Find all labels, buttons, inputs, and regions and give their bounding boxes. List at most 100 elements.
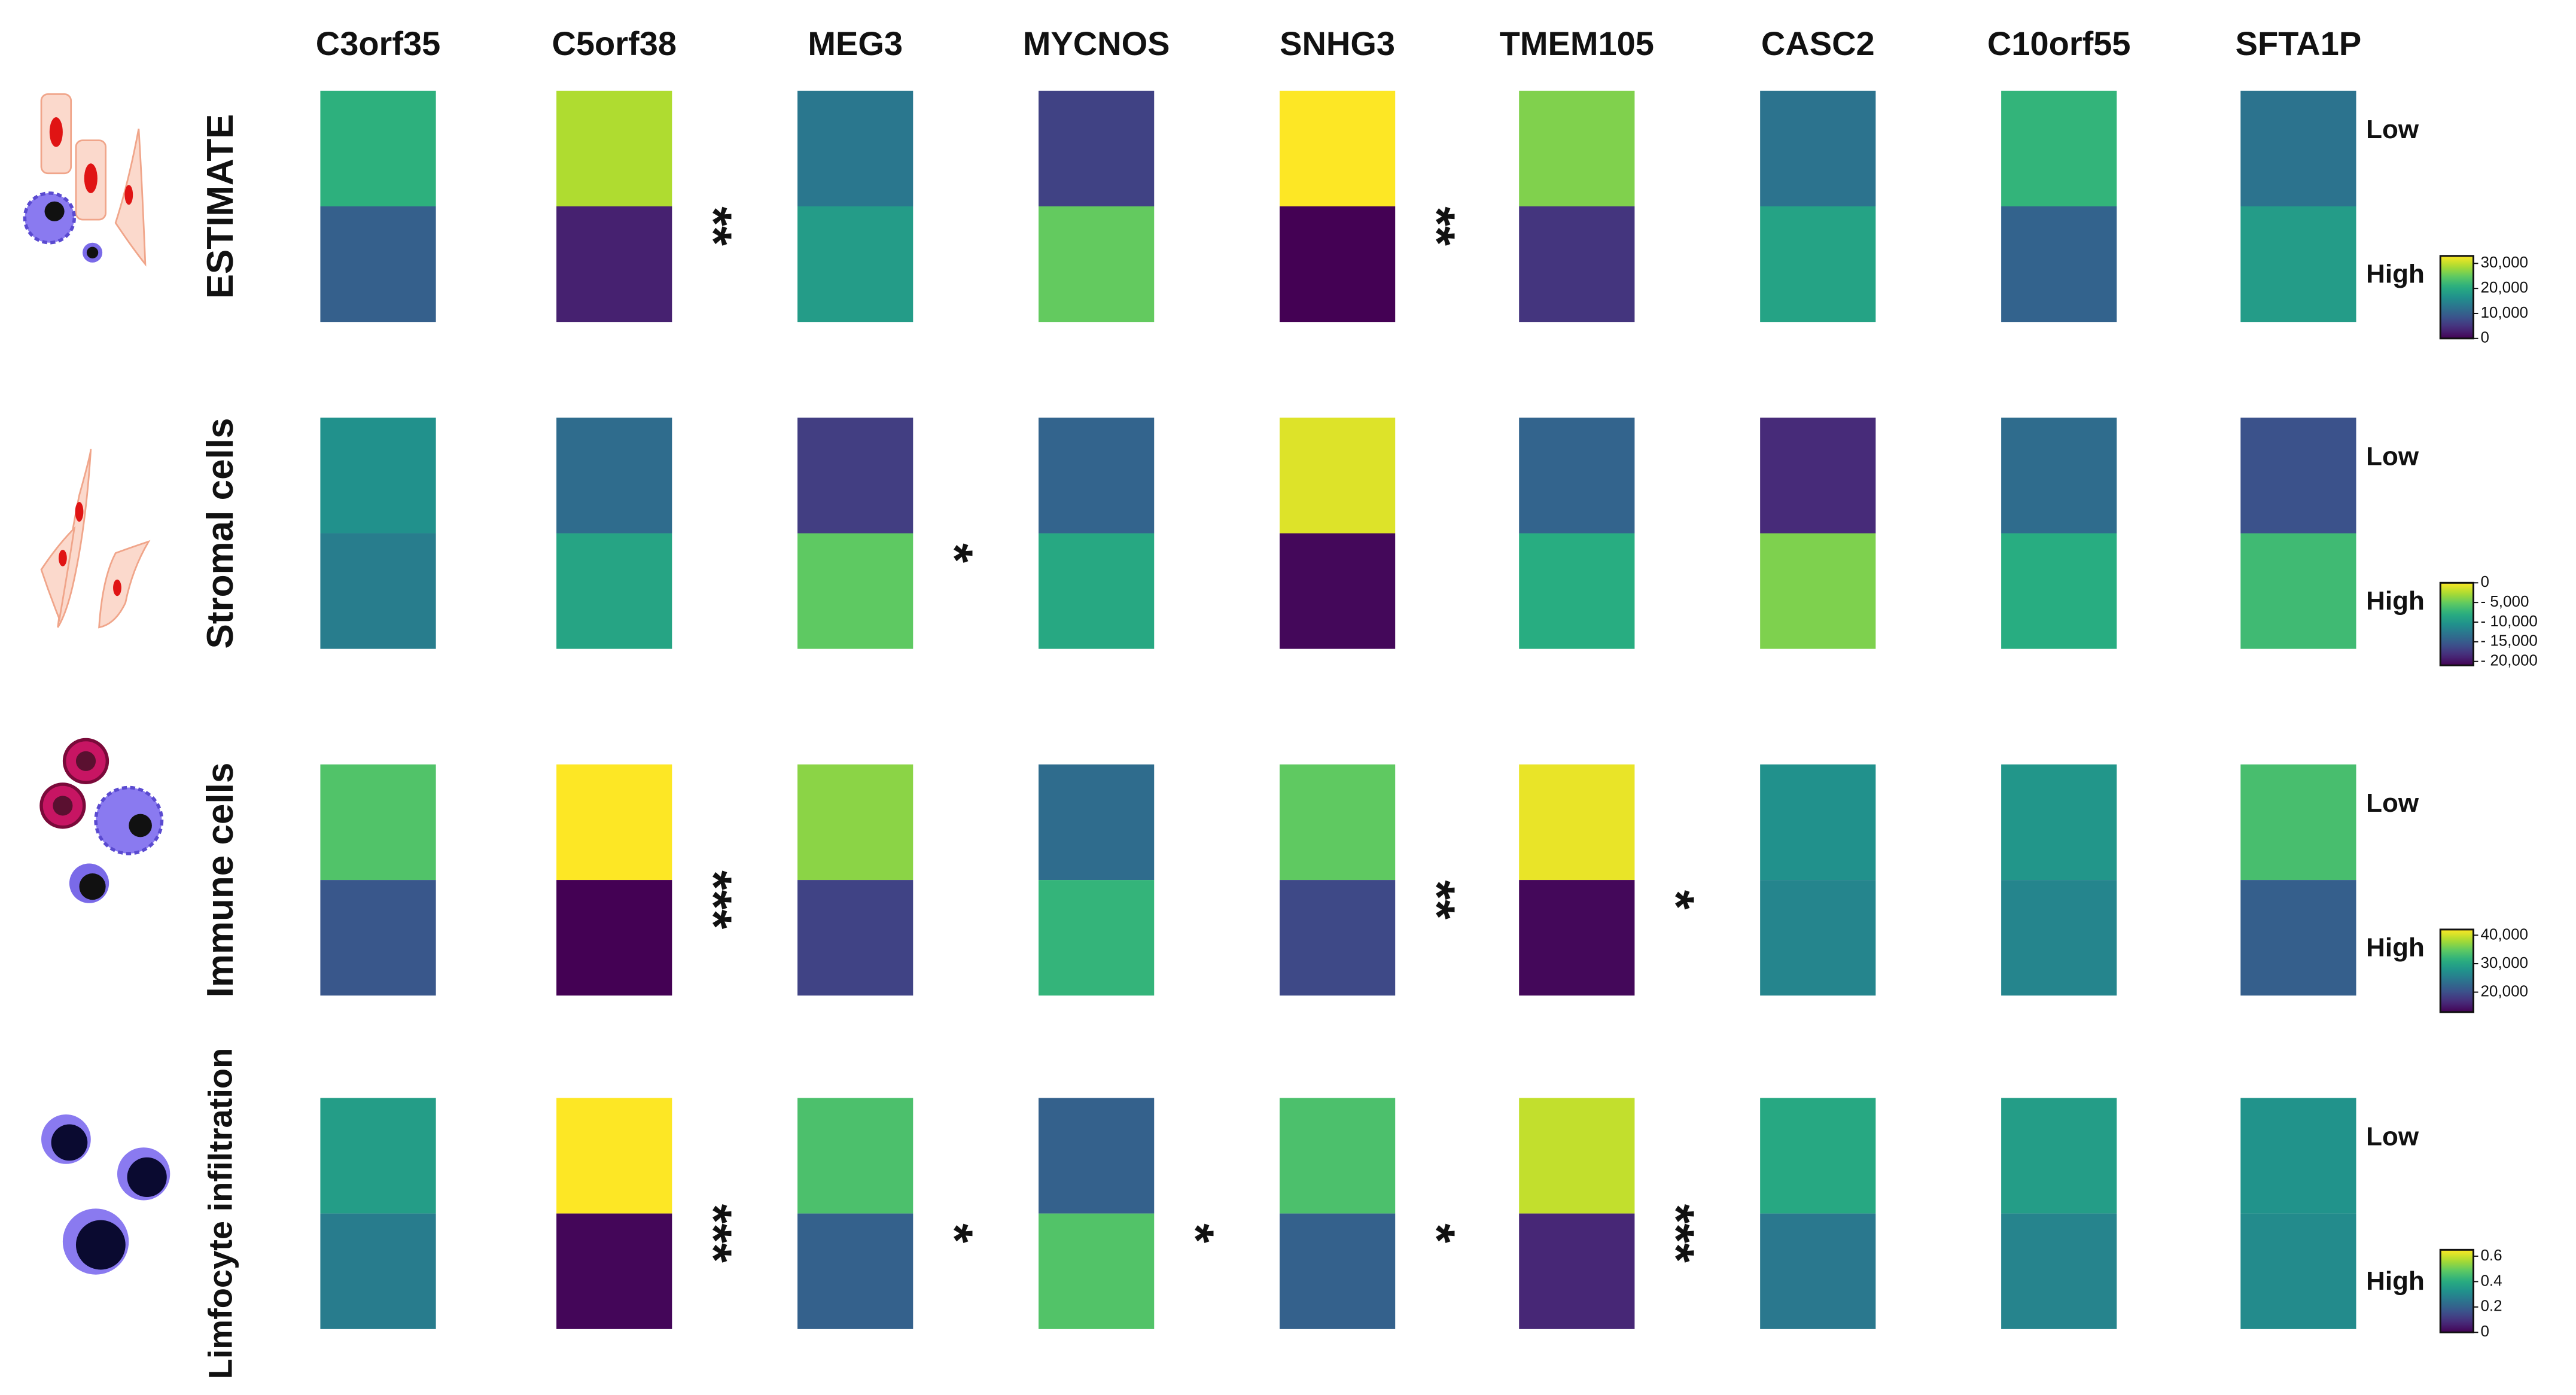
- colorbar-tick-label: 20,000: [2480, 982, 2528, 1000]
- colorbar-tick-label: 0: [2480, 328, 2489, 346]
- heatmap-cell: [2240, 90, 2356, 206]
- heatmap-cell: [2001, 880, 2117, 996]
- heatmap-cell: [1519, 880, 1635, 996]
- heatmap-cell: [797, 880, 914, 996]
- heatmap-cell: [1039, 418, 1155, 534]
- heatmap-cell: [1519, 90, 1635, 206]
- significance-stars: ***: [686, 1204, 742, 1263]
- heatmap-cell: [556, 1213, 672, 1329]
- heatmap-cell: [2001, 533, 2117, 649]
- heatmap-cell: [1519, 764, 1635, 881]
- heatmap-cell: [1280, 1213, 1396, 1329]
- heatmap-cell: [797, 418, 914, 534]
- heatmap-cell: [320, 533, 436, 649]
- significance-stars: *: [927, 543, 983, 563]
- colorbar: [2439, 928, 2474, 1013]
- heatmap-cell: [320, 90, 436, 206]
- heatmap-cell: [1519, 206, 1635, 322]
- heatmap-cell: [1039, 533, 1155, 649]
- heatmap-cell: [2001, 206, 2117, 322]
- row-label: Stromal cells: [200, 418, 241, 648]
- heatmap-cell: [1280, 533, 1396, 649]
- colorbar-tick-label: - 15,000: [2480, 632, 2537, 650]
- estimate-icon: [23, 93, 147, 267]
- lymphocyte-icon: [41, 1114, 170, 1275]
- gene-label: MYCNOS: [1023, 25, 1170, 62]
- gene-label: C3orf35: [316, 25, 441, 62]
- heatmap-cell: [2001, 418, 2117, 534]
- heatmap-cell: [320, 206, 436, 322]
- heatmap-cell: [1280, 764, 1396, 881]
- heatmap-cell: [1280, 90, 1396, 206]
- heatmap-cell: [1760, 1213, 1876, 1329]
- colorbar: [2439, 581, 2474, 666]
- heatmap-cell: [1519, 1098, 1635, 1214]
- heatmap-cell: [1760, 533, 1876, 649]
- heatmap-cell: [556, 764, 672, 881]
- heatmap-cell: [1519, 533, 1635, 649]
- heatmap-cell: [2240, 880, 2356, 996]
- heatmap-cell: [556, 418, 672, 534]
- colorbar-tick-label: - 5,000: [2480, 592, 2529, 610]
- gene-label: C10orf55: [1987, 25, 2131, 62]
- level-label: Low: [2366, 442, 2419, 471]
- colorbar: [2439, 1248, 2474, 1333]
- colorbar-tick-label: - 10,000: [2480, 612, 2537, 630]
- heatmap-cell: [797, 1098, 914, 1214]
- heatmap-cell: [1039, 1213, 1155, 1329]
- colorbar: [2439, 255, 2474, 340]
- heatmap-cell: [1760, 880, 1876, 996]
- significance-stars: ***: [1649, 1204, 1705, 1263]
- row-label: ESTIMATE: [200, 114, 241, 299]
- heatmap-cell: [2240, 418, 2356, 534]
- heatmap-cell: [320, 418, 436, 534]
- significance-stars: *: [1409, 1223, 1465, 1243]
- significance-stars: **: [686, 206, 742, 246]
- heatmap-cell: [556, 1098, 672, 1214]
- heatmap-cell: [1760, 1098, 1876, 1214]
- heatmap-cell: [797, 206, 914, 322]
- heatmap-cell: [556, 880, 672, 996]
- heatmap-cell: [1039, 206, 1155, 322]
- colorbar-tick-label: 40,000: [2480, 925, 2528, 943]
- gene-label: TMEM105: [1500, 25, 1654, 62]
- significance-stars: **: [1409, 881, 1465, 920]
- heatmap-cell: [556, 90, 672, 206]
- significance-stars: **: [1409, 206, 1465, 246]
- heatmap-cell: [1760, 418, 1876, 534]
- heatmap-cell: [1760, 764, 1876, 881]
- heatmap-cell: [797, 1213, 914, 1329]
- heatmap-cell: [320, 1213, 436, 1329]
- heatmap-cell: [2240, 1213, 2356, 1329]
- heatmap-cell: [1760, 90, 1876, 206]
- gene-label: SFTA1P: [2236, 25, 2362, 62]
- heatmap-cell: [1039, 764, 1155, 881]
- heatmap-cell: [797, 533, 914, 649]
- heatmap-cell: [2240, 206, 2356, 322]
- significance-stars: *: [1168, 1223, 1225, 1243]
- heatmap-cell: [556, 206, 672, 322]
- colorbar-tick-label: 0.4: [2480, 1271, 2502, 1289]
- heatmap-cell: [1519, 418, 1635, 534]
- level-label: High: [2366, 586, 2425, 616]
- level-label: Low: [2366, 1122, 2419, 1152]
- colorbar-tick-label: 20,000: [2480, 278, 2528, 296]
- heatmap-cell: [556, 533, 672, 649]
- heatmap-cell: [320, 1098, 436, 1214]
- colorbar-tick-label: 0: [2480, 1322, 2489, 1340]
- colorbar-tick-label: 0.6: [2480, 1246, 2502, 1264]
- gene-label: MEG3: [808, 25, 903, 62]
- gene-label: CASC2: [1761, 25, 1875, 62]
- heatmap-cell: [1280, 1098, 1396, 1214]
- heatmap-cell: [2240, 1098, 2356, 1214]
- level-label: Low: [2366, 115, 2419, 144]
- gene-label: C5orf38: [552, 25, 677, 62]
- significance-stars: ***: [686, 870, 742, 929]
- heatmap-cell: [320, 764, 436, 881]
- row-label: Immune cells: [200, 763, 241, 998]
- significance-stars: *: [927, 1223, 983, 1243]
- gene-label: SNHG3: [1280, 25, 1395, 62]
- heatmap-cell: [1039, 880, 1155, 996]
- heatmap-cell: [2240, 764, 2356, 881]
